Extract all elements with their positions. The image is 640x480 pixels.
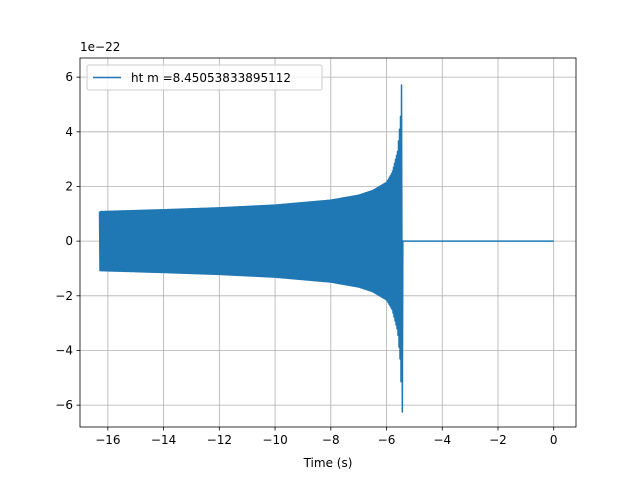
x-tick-label: −4 [433, 433, 451, 447]
grid [80, 58, 576, 427]
y-tick-label: 0 [65, 234, 73, 248]
x-tick-label: −2 [489, 433, 507, 447]
x-axis-ticks: −16 −14 −12 −10 −8 −6 −4 −2 0 [95, 427, 558, 447]
x-tick-label: 0 [550, 433, 558, 447]
y-tick-label: −4 [55, 343, 73, 357]
x-axis-label: Time (s) [303, 456, 353, 470]
y-tick-label: −2 [55, 289, 73, 303]
x-tick-label: −6 [378, 433, 396, 447]
series-line [98, 84, 554, 413]
y-axis-ticks: −6 −4 −2 0 2 4 6 [55, 70, 80, 412]
y-tick-label: 4 [65, 125, 73, 139]
x-tick-label: −12 [207, 433, 232, 447]
x-tick-label: −16 [95, 433, 120, 447]
y-tick-label: 2 [65, 179, 73, 193]
legend: ht m =8.45053833895112 [86, 64, 323, 91]
y-tick-label: −6 [55, 398, 73, 412]
x-tick-label: −10 [262, 433, 287, 447]
plot-area [98, 84, 554, 413]
y-tick-label: 6 [65, 70, 73, 84]
x-tick-label: −8 [322, 433, 340, 447]
y-offset-label: 1e−22 [80, 40, 120, 54]
legend-entry-label: ht m =8.45053833895112 [131, 71, 291, 85]
legend-box [86, 64, 323, 91]
x-tick-label: −14 [151, 433, 176, 447]
axes-frame [79, 57, 577, 428]
